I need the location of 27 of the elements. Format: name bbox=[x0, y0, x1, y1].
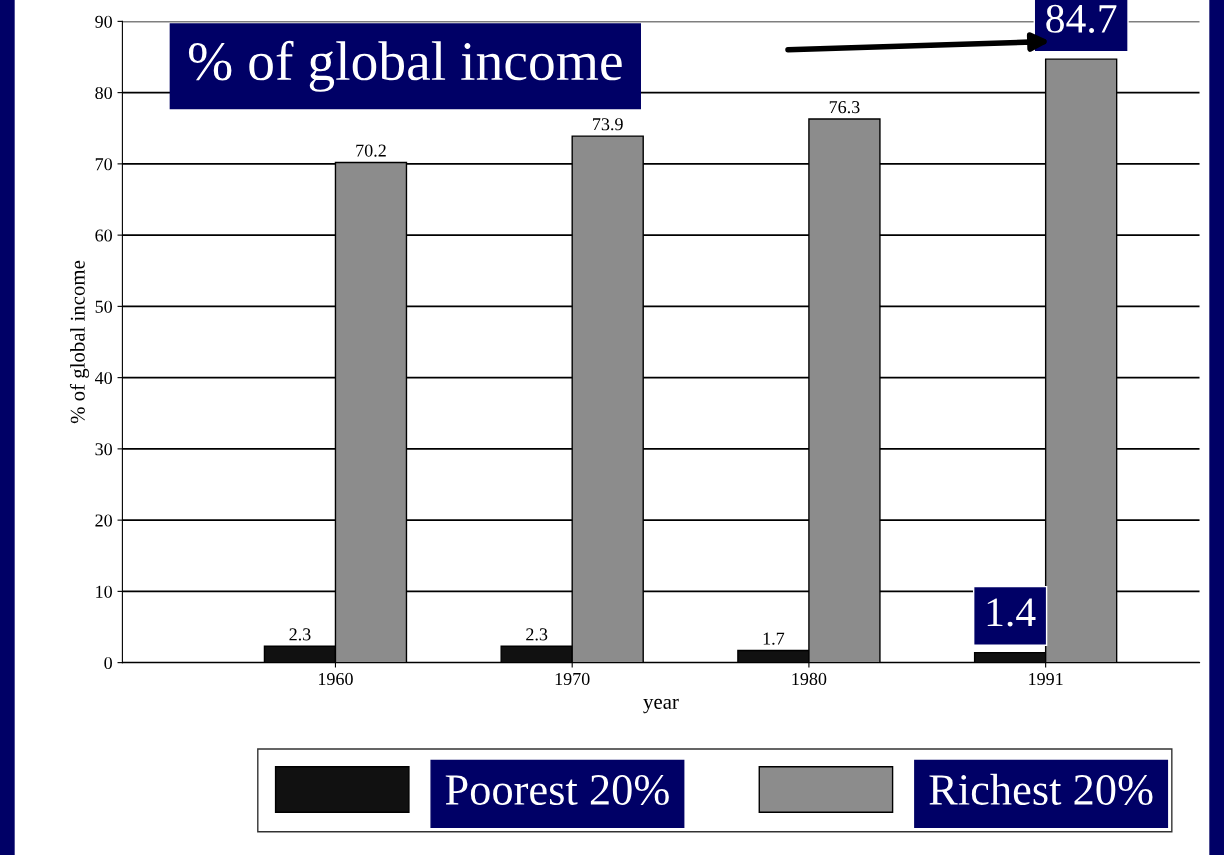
data-label: 76.3 bbox=[829, 101, 860, 114]
x-axis-title: year bbox=[643, 698, 679, 714]
y-tick-label: 90 bbox=[95, 15, 112, 28]
data-label: 70.2 bbox=[356, 144, 386, 157]
y-axis-title: % of global income bbox=[69, 260, 90, 424]
data-label: 2.3 bbox=[526, 628, 548, 641]
y-tick-label: 80 bbox=[95, 86, 112, 100]
y-tick-label: 40 bbox=[94, 371, 112, 385]
data-label: 84.7 bbox=[1046, 4, 1117, 34]
chart-title: % of global income bbox=[188, 40, 622, 92]
data-label: 1.7 bbox=[763, 632, 785, 645]
y-tick-label: 70 bbox=[95, 158, 112, 171]
y-tick-label: 10 bbox=[96, 585, 112, 598]
data-label: 73.9 bbox=[593, 118, 623, 131]
data-label: 1.4 bbox=[987, 598, 1036, 627]
legend-label: Poorest 20% bbox=[445, 774, 669, 806]
x-tick-label: 1970 bbox=[555, 672, 590, 686]
x-tick-label: 1980 bbox=[792, 672, 827, 686]
data-label: 2.3 bbox=[289, 628, 311, 641]
legend-label: Richest 20% bbox=[929, 773, 1153, 806]
y-tick-label: 60 bbox=[95, 229, 112, 242]
x-tick-label: 1960 bbox=[318, 672, 353, 686]
y-tick-label: 20 bbox=[95, 514, 112, 527]
x-tick-label: 1991 bbox=[1029, 672, 1063, 686]
y-tick-label: 30 bbox=[95, 443, 112, 456]
y-tick-label: 0 bbox=[104, 656, 112, 670]
y-tick-label: 50 bbox=[95, 300, 112, 313]
